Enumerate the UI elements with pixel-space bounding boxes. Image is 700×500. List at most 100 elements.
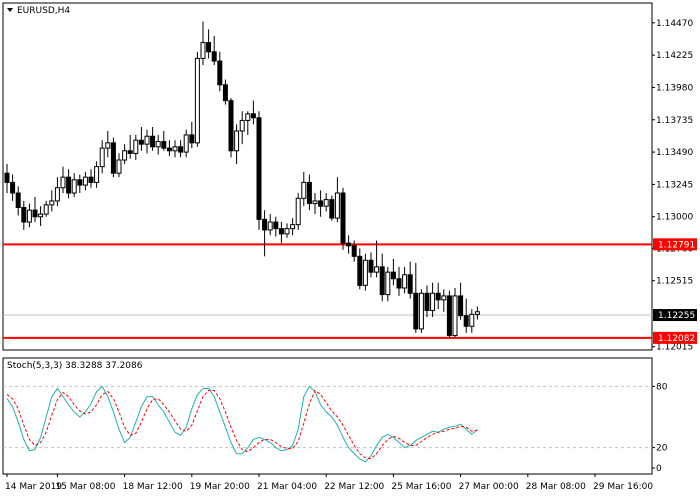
bear-candle[interactable] — [446, 295, 452, 336]
bull-candle[interactable] — [402, 274, 408, 289]
bull-candle[interactable] — [323, 199, 329, 207]
bull-candle[interactable] — [71, 179, 77, 194]
stoch-main-line — [6, 385, 478, 463]
bear-candle[interactable] — [306, 181, 312, 205]
price-tick-label: 1.14470 — [656, 19, 693, 29]
bear-candle[interactable] — [435, 292, 441, 301]
bear-candle[interactable] — [407, 274, 413, 294]
bull-candle[interactable] — [49, 200, 55, 206]
bear-candle[interactable] — [318, 200, 324, 207]
bull-candle[interactable] — [452, 295, 458, 336]
bear-candle[interactable] — [4, 172, 10, 183]
bull-candle[interactable] — [155, 141, 161, 148]
bull-candle[interactable] — [474, 311, 480, 315]
bull-candle[interactable] — [43, 204, 49, 215]
bear-candle[interactable] — [166, 147, 172, 152]
bear-candle[interactable] — [273, 221, 279, 230]
bull-candle[interactable] — [362, 259, 368, 286]
bull-candle[interactable] — [38, 213, 44, 218]
bear-candle[interactable] — [189, 134, 195, 144]
bear-candle[interactable] — [458, 295, 464, 317]
stoch-tick-label: 20 — [656, 444, 668, 454]
bear-candle[interactable] — [262, 218, 268, 231]
bear-candle[interactable] — [357, 255, 363, 286]
level-price-badge — [653, 331, 697, 344]
current-price-label: 1.12255 — [658, 311, 695, 321]
bull-candle[interactable] — [194, 57, 200, 144]
bear-candle[interactable] — [15, 192, 21, 209]
bear-candle[interactable] — [178, 146, 184, 153]
bull-candle[interactable] — [441, 295, 447, 301]
time-tick-label: 19 Mar 20:00 — [190, 482, 250, 492]
bear-candle[interactable] — [217, 60, 223, 86]
bear-candle[interactable] — [127, 150, 133, 154]
bull-candle[interactable] — [418, 292, 424, 330]
bull-candle[interactable] — [60, 176, 66, 189]
bear-candle[interactable] — [368, 259, 374, 273]
time-tick-label: 14 Mar 2019 — [5, 482, 62, 492]
bull-candle[interactable] — [172, 146, 178, 152]
bull-candle[interactable] — [385, 271, 391, 296]
bear-candle[interactable] — [396, 278, 402, 289]
bear-candle[interactable] — [278, 228, 284, 235]
bear-candle[interactable] — [66, 176, 72, 194]
bear-candle[interactable] — [206, 42, 212, 53]
bull-candle[interactable] — [295, 197, 301, 226]
bear-candle[interactable] — [10, 181, 16, 194]
bear-candle[interactable] — [379, 266, 385, 296]
bull-candle[interactable] — [374, 266, 380, 273]
bull-candle[interactable] — [200, 42, 206, 59]
bull-candle[interactable] — [334, 192, 340, 219]
bear-candle[interactable] — [256, 117, 262, 220]
bull-candle[interactable] — [82, 176, 88, 186]
bear-candle[interactable] — [161, 141, 167, 149]
bull-candle[interactable] — [116, 159, 122, 174]
bear-candle[interactable] — [340, 192, 346, 244]
bull-candle[interactable] — [183, 134, 189, 153]
bull-candle[interactable] — [54, 187, 60, 202]
price-tick-label: 1.12015 — [656, 343, 693, 353]
bear-candle[interactable] — [351, 245, 357, 257]
bull-candle[interactable] — [239, 119, 245, 132]
bear-candle[interactable] — [228, 100, 234, 152]
bull-candle[interactable] — [312, 200, 318, 205]
bear-candle[interactable] — [390, 271, 396, 280]
bull-candle[interactable] — [133, 139, 139, 154]
bear-candle[interactable] — [32, 209, 38, 218]
price-tick-label: 1.13980 — [656, 83, 693, 93]
bear-candle[interactable] — [88, 176, 94, 183]
stoch-panel-frame — [2, 357, 653, 475]
bear-candle[interactable] — [110, 142, 116, 174]
bull-candle[interactable] — [267, 221, 273, 231]
time-tick-label: 28 Mar 08:00 — [526, 482, 586, 492]
bull-candle[interactable] — [245, 113, 251, 121]
bear-candle[interactable] — [211, 51, 217, 62]
bear-candle[interactable] — [329, 199, 335, 219]
bull-candle[interactable] — [105, 142, 111, 149]
bull-candle[interactable] — [234, 130, 240, 152]
bull-candle[interactable] — [26, 209, 32, 223]
bear-candle[interactable] — [250, 113, 256, 119]
bull-candle[interactable] — [469, 313, 475, 327]
bear-candle[interactable] — [346, 242, 352, 247]
bull-candle[interactable] — [94, 166, 100, 183]
bear-candle[interactable] — [222, 84, 228, 102]
symbol-timeframe-label: EURUSD,H4 — [17, 6, 70, 16]
bull-candle[interactable] — [430, 292, 436, 311]
bull-candle[interactable] — [99, 147, 105, 168]
bull-candle[interactable] — [284, 228, 290, 235]
bull-candle[interactable] — [301, 181, 307, 199]
bull-candle[interactable] — [122, 150, 128, 161]
bull-candle[interactable] — [290, 224, 296, 230]
bear-candle[interactable] — [413, 292, 419, 330]
bear-candle[interactable] — [150, 135, 156, 148]
bear-candle[interactable] — [77, 179, 83, 186]
bull-candle[interactable] — [144, 135, 150, 145]
bear-candle[interactable] — [138, 139, 144, 145]
triangle-down-icon[interactable] — [7, 8, 13, 12]
bear-candle[interactable] — [463, 315, 469, 327]
bear-candle[interactable] — [424, 292, 430, 311]
bear-candle[interactable] — [21, 207, 27, 223]
